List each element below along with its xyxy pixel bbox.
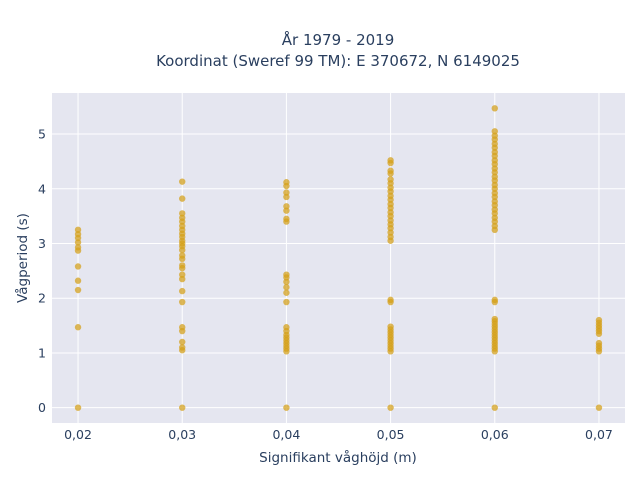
data-point [491,181,498,189]
data-point [179,195,186,202]
data-point [491,148,498,156]
data-point [387,229,394,236]
data-point [491,132,498,139]
data-point [387,157,394,164]
data-points [74,105,603,411]
data-point [283,289,290,296]
y-tick-label: 3 [38,236,46,251]
data-point [491,198,498,205]
data-point [283,179,290,186]
data-point [179,222,186,230]
data-point [283,203,290,210]
chart-title-line-2: Koordinat (Sweref 99 TM): E 370672, N 61… [156,52,520,70]
data-point [179,404,186,411]
plot-area [52,93,625,423]
data-point [179,252,186,259]
data-point [387,233,394,241]
data-point [283,271,290,278]
data-point [387,200,394,208]
data-point [179,324,186,331]
chart-title-line-1: År 1979 - 2019 [282,30,395,49]
data-point [595,404,603,411]
data-point [595,339,603,347]
data-point [387,209,394,216]
data-point [283,324,290,331]
data-point [283,207,290,214]
y-axis-title: Vågperiod (s) [14,213,31,303]
data-point [491,128,498,135]
data-point [283,193,290,201]
data-point [491,173,498,180]
data-point [283,298,290,306]
data-point [387,217,394,224]
data-point [74,277,82,284]
data-point [491,189,498,197]
data-point [179,344,186,351]
grid-lines [52,93,625,423]
data-point [179,178,186,185]
y-tick-label: 4 [38,181,46,196]
data-point [491,222,498,230]
data-point [387,296,394,304]
data-point [179,287,186,295]
data-point [74,226,82,234]
data-point [74,230,82,238]
data-point [179,338,186,346]
data-point [283,278,290,286]
x-tick-label: 0,03 [168,427,196,442]
y-tick-label: 0 [38,400,46,415]
data-point [387,176,394,183]
data-point [387,323,394,330]
data-point [595,316,603,324]
data-point [74,286,82,294]
x-tick-label: 0,05 [377,427,405,442]
y-axis-ticks: 0 1 2 3 4 5 [38,127,46,416]
data-point [387,184,394,191]
data-point [491,214,498,221]
data-point [74,244,82,251]
data-point [491,315,498,323]
x-tick-label: 0,02 [64,427,92,442]
data-point [179,214,186,221]
data-point [491,206,498,213]
data-point [283,189,290,196]
data-point [491,165,498,172]
data-point [74,263,82,270]
data-point [387,404,394,411]
x-tick-label: 0,07 [585,427,613,442]
y-tick-label: 2 [38,291,46,306]
data-point [179,210,186,217]
data-point [491,157,498,164]
y-tick-label: 5 [38,127,46,142]
data-point [179,298,186,306]
data-point [491,140,498,148]
data-point [283,404,290,411]
data-point [179,271,186,278]
data-point [491,296,498,304]
data-point [387,192,394,200]
x-axis-title: Signifikant våghöjd (m) [259,449,417,466]
x-axis-ticks: 0,02 0,03 0,04 0,05 0,06 0,07 [64,427,613,442]
data-point [179,275,186,283]
data-point [283,215,290,223]
data-point [491,105,498,112]
data-point [74,239,82,246]
data-point [387,167,394,174]
x-tick-label: 0,06 [481,427,509,442]
data-point [74,324,82,331]
data-point [179,262,186,269]
x-tick-label: 0,04 [272,427,300,442]
data-point [74,404,82,411]
data-point [283,284,290,291]
data-point [491,404,498,411]
y-tick-label: 1 [38,345,46,360]
